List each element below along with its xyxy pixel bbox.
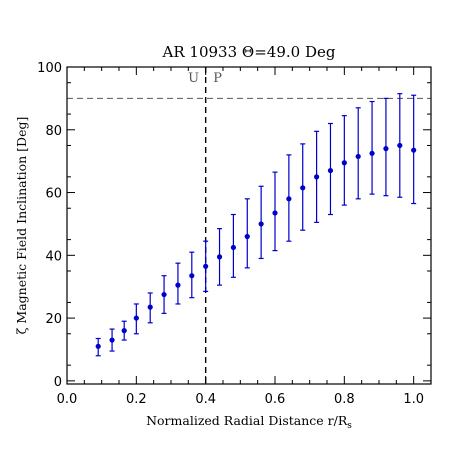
data-point [397,142,403,149]
x-tick-label: 0.0 [57,392,78,407]
y-tick-label: 60 [45,187,62,202]
data-point [286,196,292,202]
data-point [109,337,115,343]
chart-title: AR 10933 Θ=49.0 Deg [162,43,336,61]
y-tick-label: 20 [45,312,62,327]
plot-frame [66,66,432,385]
reference-lines [67,67,431,384]
data-point [189,273,195,279]
x-tick-label: 0.8 [334,392,355,407]
y-axis-label: ζ Magnetic Field Inclination [Deg] [14,117,29,335]
region-label-umbra: U [188,71,199,86]
x-tick-labels: 0.0 0.2 0.4 0.6 0.8 1.0 [57,392,424,407]
data-point [300,185,306,191]
data-point [258,221,264,227]
x-axis-label-text: Normalized Radial Distance r/R [146,413,348,428]
y-tick-label: 100 [37,61,62,76]
data-point [355,153,361,160]
axis-ticks [66,66,431,384]
data-point [341,160,347,166]
data-point [175,282,181,288]
data-point [230,244,236,251]
y-tick-labels: 0 20 40 60 80 100 [37,61,62,390]
data-point [411,147,417,153]
data-point [121,328,127,334]
x-tick-label: 1.0 [403,392,424,407]
data-point [147,304,153,310]
data-point [369,150,375,156]
data-point [161,291,167,298]
error-bars [95,93,417,357]
data-point [216,254,223,260]
data-point [95,343,101,349]
data-point [327,167,334,174]
x-axis-label: Normalized Radial Distance r/Rs [146,413,352,431]
x-tick-label: 0.6 [265,392,286,407]
data-point [133,315,139,321]
x-axis-label-subscript: s [347,421,352,431]
data-point [383,146,389,152]
data-point [203,263,209,269]
x-tick-label: 0.4 [195,392,216,407]
y-tick-label: 0 [54,375,62,390]
data-points [95,142,417,349]
region-label-penumbra: P [213,71,222,86]
x-tick-label: 0.2 [126,392,147,407]
y-tick-label: 80 [45,124,62,139]
data-point [272,210,278,216]
data-point [314,174,320,180]
data-point [244,233,250,240]
y-tick-label: 40 [45,249,62,264]
